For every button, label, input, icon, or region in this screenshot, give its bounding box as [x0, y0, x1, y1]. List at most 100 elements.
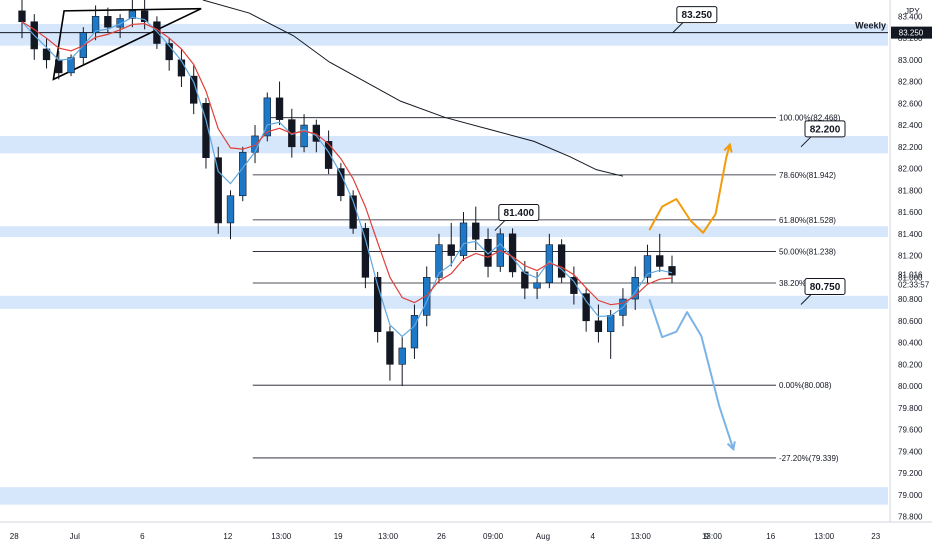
x-tick-label: 23 — [871, 532, 880, 541]
y-tick-label: 82.600 — [898, 99, 923, 108]
candle-body[interactable] — [533, 282, 541, 289]
candle-body[interactable] — [386, 331, 394, 365]
callout-label: 82.200 — [810, 124, 841, 135]
sr-zone — [0, 226, 888, 238]
sr-zone — [0, 487, 888, 505]
candle-body[interactable] — [656, 255, 664, 267]
candle-body[interactable] — [435, 244, 443, 278]
candle-body[interactable] — [104, 16, 112, 28]
callout-pointer — [494, 220, 506, 231]
x-tick-label: 28 — [10, 532, 19, 541]
x-tick-label: 12 — [223, 532, 232, 541]
candle-body[interactable] — [337, 168, 345, 197]
candle-body[interactable] — [91, 16, 100, 33]
weekly-price-badge — [891, 26, 932, 39]
candle-body[interactable] — [55, 59, 63, 74]
fib-label: 100.00%(82.468) — [779, 114, 841, 123]
candle-body[interactable] — [214, 157, 222, 224]
candle-body[interactable] — [607, 315, 615, 332]
candle-body[interactable] — [300, 124, 308, 148]
candle-body[interactable] — [398, 347, 406, 365]
y-tick-label: 81.400 — [898, 230, 923, 239]
y-tick-label: 81.800 — [898, 186, 923, 195]
candle-body[interactable] — [128, 10, 137, 19]
y-tick-label: 80.800 — [898, 295, 923, 304]
bearish-projection-arrow — [648, 299, 735, 451]
fib-label: -27.20%(79.339) — [779, 454, 839, 463]
symbol-label: JPY — [905, 7, 920, 16]
weekly-label: Weekly — [855, 21, 886, 31]
y-tick-label: 83.000 — [898, 56, 923, 65]
candle-body[interactable] — [643, 255, 652, 278]
candle-body[interactable] — [226, 195, 235, 224]
candle-body[interactable] — [153, 21, 161, 44]
y-tick-label: 79.000 — [898, 491, 923, 500]
candle-body[interactable] — [263, 97, 271, 137]
candle-body[interactable] — [570, 277, 578, 294]
callout-pointer — [800, 294, 812, 305]
x-tick-label: 13:00 — [378, 532, 399, 541]
last-price-label: 81.016 — [898, 271, 923, 280]
candle-body[interactable] — [361, 228, 370, 278]
candle-body[interactable] — [116, 18, 124, 28]
candle-body[interactable] — [239, 151, 247, 197]
ema-fast-line — [21, 16, 673, 338]
candle-body[interactable] — [582, 293, 590, 322]
callout-box — [498, 204, 540, 222]
x-tick-label: 09:00 — [483, 532, 504, 541]
candle-body[interactable] — [423, 277, 431, 316]
candle-body[interactable] — [251, 135, 259, 153]
bar-countdown-label: 02:33:57 — [898, 281, 930, 290]
level-callout[interactable]: 83.250 — [672, 6, 718, 33]
sr-zone — [0, 23, 888, 46]
candle-body[interactable] — [140, 10, 149, 23]
level-callout[interactable]: 81.400 — [494, 204, 540, 231]
fib-label: 78.60%(81.942) — [779, 171, 836, 180]
candle-body[interactable] — [42, 48, 51, 61]
candle-body[interactable] — [202, 103, 210, 158]
level-callout[interactable]: 80.750 — [800, 278, 846, 305]
candle-body[interactable] — [165, 43, 173, 61]
callout-label: 81.400 — [504, 208, 535, 219]
candle-body[interactable] — [472, 222, 480, 240]
callout-label: 80.750 — [810, 282, 841, 293]
x-tick-label: 19 — [334, 532, 343, 541]
y-tick-label: 82.000 — [898, 165, 923, 174]
candle-body[interactable] — [18, 10, 26, 23]
x-tick-label: 26 — [437, 532, 446, 541]
x-tick-label: 13:00 — [814, 532, 835, 541]
candle-body[interactable] — [275, 97, 284, 120]
callout-box — [804, 278, 846, 295]
candle-body[interactable] — [67, 57, 75, 74]
callout-label: 83.250 — [682, 10, 713, 21]
candle-body[interactable] — [177, 59, 186, 77]
x-tick-label: 16 — [766, 532, 775, 541]
x-tick-label: 13:00 — [702, 532, 723, 541]
candle-body[interactable] — [508, 233, 517, 273]
y-tick-label: 80.600 — [898, 317, 923, 326]
y-tick-label: 80.000 — [898, 382, 923, 391]
sr-zone — [0, 295, 888, 309]
y-tick-label: 78.800 — [898, 513, 923, 522]
candle-body[interactable] — [557, 244, 566, 278]
y-tick-label: 79.600 — [898, 426, 923, 435]
y-tick-label: 80.400 — [898, 339, 923, 348]
callout-pointer — [800, 136, 812, 148]
candle-body[interactable] — [459, 222, 468, 256]
candle-body[interactable] — [447, 244, 455, 256]
candle-body[interactable] — [324, 141, 333, 169]
candle-body[interactable] — [594, 320, 603, 332]
candle-body[interactable] — [484, 238, 492, 267]
candle-body[interactable] — [190, 75, 198, 104]
candle-body[interactable] — [373, 277, 382, 332]
y-tick-label: 81.000 — [898, 273, 923, 282]
sma-long-line — [202, 0, 624, 177]
candle-body[interactable] — [668, 266, 676, 276]
candle-body[interactable] — [410, 315, 419, 349]
level-callout[interactable]: 82.200 — [800, 120, 846, 148]
fib-label: 61.80%(81.528) — [779, 216, 836, 225]
y-tick-label: 80.200 — [898, 360, 923, 369]
candle-body[interactable] — [521, 271, 529, 289]
